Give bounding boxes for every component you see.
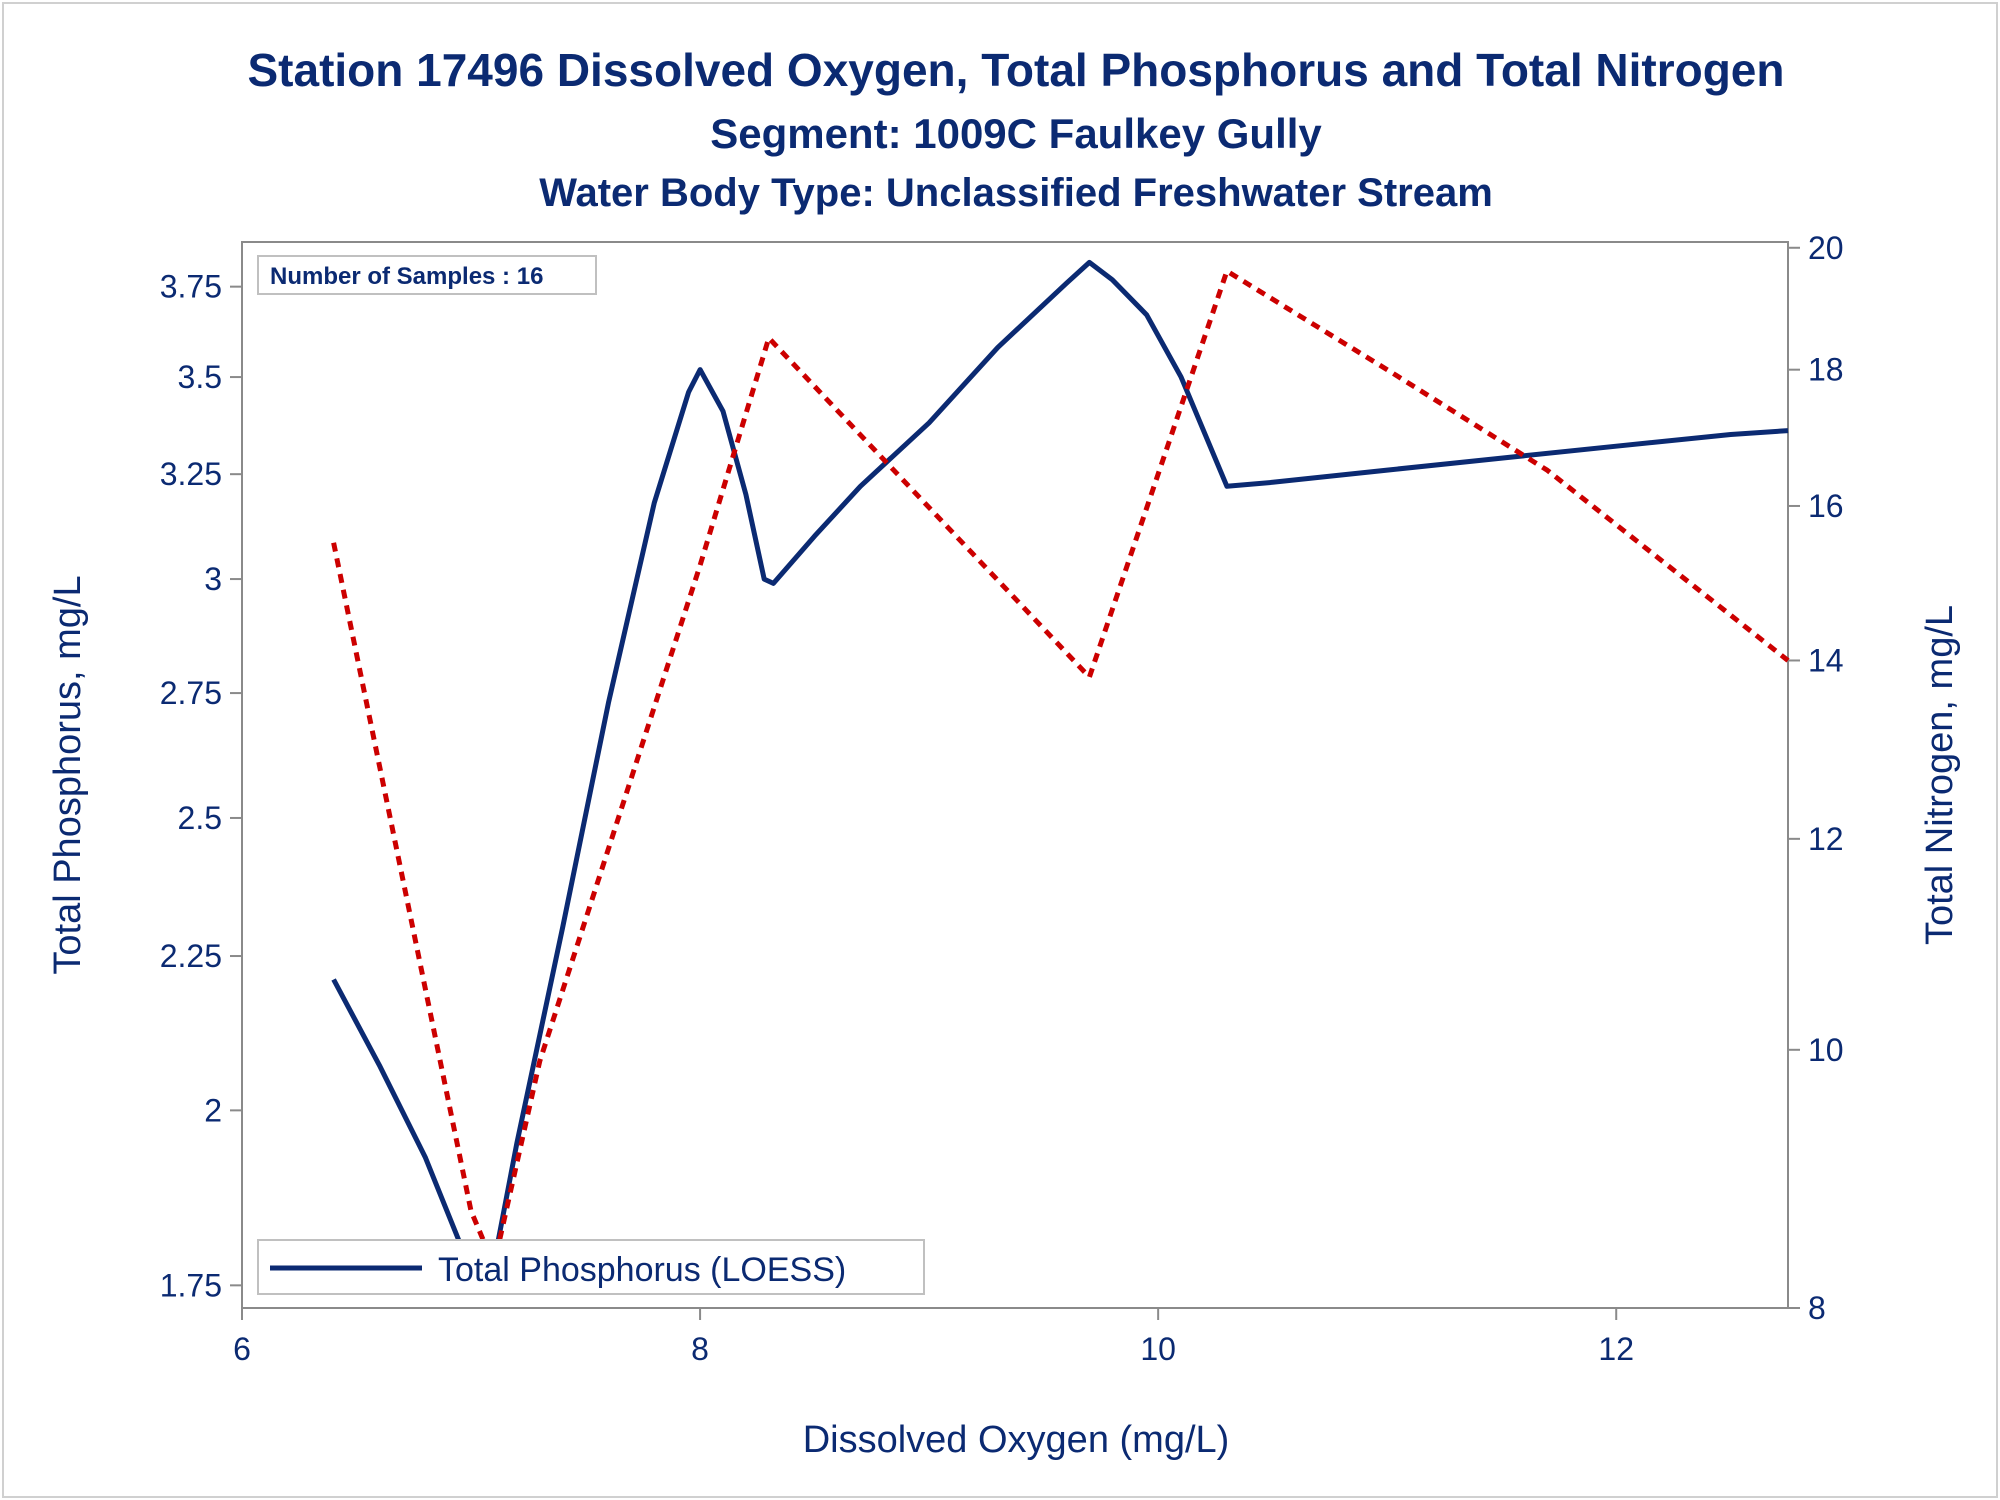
y-tick-label: 3.75 bbox=[160, 269, 222, 305]
x-tick-label: 12 bbox=[1598, 1331, 1634, 1367]
y-tick-label: 2 bbox=[204, 1092, 222, 1128]
y-tick-label: 3.25 bbox=[160, 456, 222, 492]
y-tick-label: 3.5 bbox=[178, 359, 222, 395]
x-axis-label: Dissolved Oxygen (mg/L) bbox=[803, 1419, 1230, 1461]
x-axis: 6 8 10 12 bbox=[233, 1308, 1634, 1367]
y2-tick-label: 20 bbox=[1808, 230, 1844, 266]
y-tick-label: 2.5 bbox=[178, 800, 222, 836]
y-tick-label: 2.25 bbox=[160, 938, 222, 974]
chart-subtitle: Segment: 1009C Faulkey Gully bbox=[710, 110, 1322, 157]
x-tick-label: 8 bbox=[691, 1331, 709, 1367]
y-axis-right: 8 10 12 14 16 18 20 bbox=[1788, 230, 1844, 1326]
x-tick-label: 10 bbox=[1140, 1331, 1176, 1367]
total-nitrogen-line bbox=[331, 268, 1790, 1268]
legend-label: Total Phosphorus (LOESS) bbox=[438, 1251, 846, 1289]
y2-tick-label: 10 bbox=[1808, 1032, 1844, 1068]
chart-title: Station 17496 Dissolved Oxygen, Total Ph… bbox=[247, 44, 1784, 96]
y-axis-left: 1.75 2 2.25 2.5 2.75 3 3.25 3.5 3.75 bbox=[160, 269, 242, 1303]
y2-tick-label: 14 bbox=[1808, 642, 1844, 678]
y2-tick-label: 8 bbox=[1808, 1290, 1826, 1326]
y-tick-label: 1.75 bbox=[160, 1267, 222, 1303]
y-tick-label: 3 bbox=[204, 561, 222, 597]
chart-subtitle-2: Water Body Type: Unclassified Freshwater… bbox=[539, 171, 1493, 215]
legend: Total Phosphorus (LOESS) bbox=[257, 1239, 925, 1295]
y2-axis-label: Total Nitrogen, mg/L bbox=[1919, 605, 1961, 945]
x-tick-label: 6 bbox=[233, 1331, 251, 1367]
sample-count-box bbox=[257, 255, 597, 295]
y-tick-label: 2.75 bbox=[160, 675, 222, 711]
y-axis-label: Total Phosphorus, mg/L bbox=[47, 575, 89, 974]
sample-count-inset: Number of Samples : 16 bbox=[257, 255, 597, 295]
y2-tick-label: 12 bbox=[1808, 821, 1844, 857]
series-layer bbox=[331, 259, 1790, 1273]
plot-area bbox=[241, 241, 1789, 1309]
sample-count-text: Number of Samples : 16 bbox=[270, 263, 543, 290]
y2-tick-label: 16 bbox=[1808, 488, 1844, 524]
y2-tick-label: 18 bbox=[1808, 352, 1844, 388]
total-phosphorus-line bbox=[331, 259, 1789, 1273]
